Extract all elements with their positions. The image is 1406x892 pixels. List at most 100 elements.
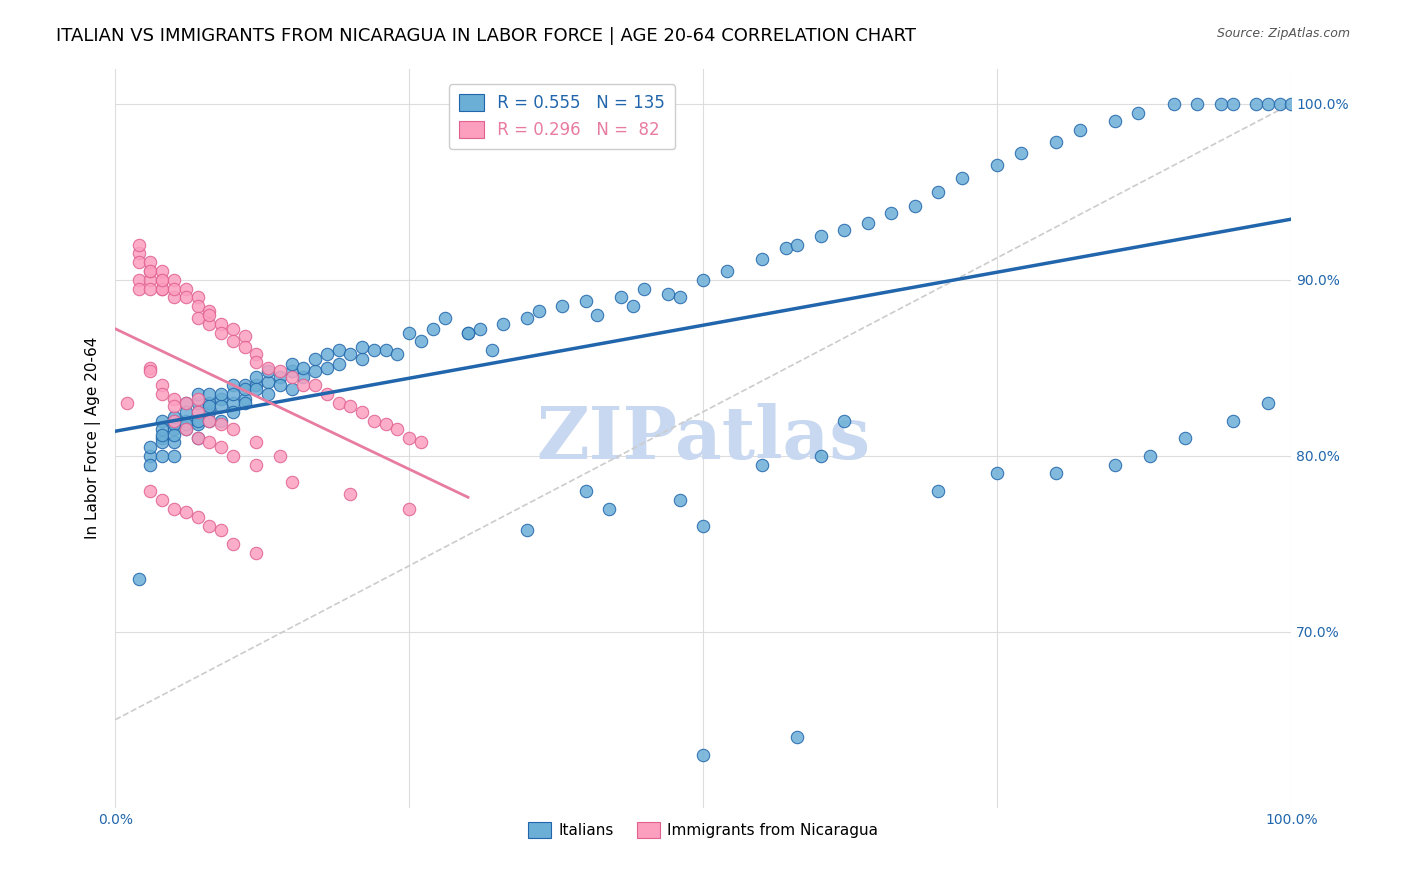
Point bbox=[398, 501, 420, 516]
Point bbox=[1209, 96, 1232, 111]
Point bbox=[280, 475, 302, 490]
Point bbox=[163, 434, 186, 449]
Point bbox=[269, 364, 291, 378]
Point bbox=[1104, 114, 1126, 128]
Point bbox=[352, 340, 374, 354]
Point bbox=[1257, 96, 1279, 111]
Point bbox=[775, 241, 797, 255]
Point bbox=[927, 483, 949, 498]
Point bbox=[575, 293, 598, 308]
Point bbox=[269, 449, 291, 463]
Point bbox=[186, 417, 208, 431]
Point bbox=[245, 346, 267, 360]
Point bbox=[1069, 123, 1091, 137]
Point bbox=[186, 510, 208, 524]
Point bbox=[163, 281, 186, 295]
Point bbox=[174, 505, 197, 519]
Point bbox=[150, 422, 173, 436]
Point bbox=[150, 281, 173, 295]
Point bbox=[150, 378, 173, 392]
Point bbox=[150, 434, 173, 449]
Point bbox=[233, 340, 256, 354]
Point bbox=[621, 299, 644, 313]
Point bbox=[468, 322, 491, 336]
Point bbox=[339, 487, 361, 501]
Point bbox=[174, 281, 197, 295]
Point bbox=[174, 290, 197, 304]
Point bbox=[198, 387, 221, 401]
Point bbox=[222, 422, 245, 436]
Point bbox=[1244, 96, 1267, 111]
Point bbox=[139, 449, 162, 463]
Point bbox=[280, 364, 302, 378]
Point bbox=[174, 405, 197, 419]
Point bbox=[198, 396, 221, 410]
Point bbox=[198, 400, 221, 414]
Point bbox=[150, 387, 173, 401]
Legend: Italians, Immigrants from Nicaragua: Italians, Immigrants from Nicaragua bbox=[522, 816, 884, 845]
Point bbox=[150, 273, 173, 287]
Point bbox=[374, 343, 396, 358]
Text: ZIPatlas: ZIPatlas bbox=[536, 402, 870, 474]
Point bbox=[1045, 136, 1067, 150]
Point bbox=[245, 378, 267, 392]
Point bbox=[1257, 396, 1279, 410]
Point bbox=[139, 264, 162, 278]
Point bbox=[222, 334, 245, 349]
Point bbox=[751, 458, 773, 472]
Point bbox=[1128, 105, 1150, 120]
Point bbox=[150, 281, 173, 295]
Point bbox=[880, 206, 903, 220]
Point bbox=[245, 545, 267, 559]
Point bbox=[198, 413, 221, 427]
Point bbox=[398, 326, 420, 340]
Y-axis label: In Labor Force | Age 20-64: In Labor Force | Age 20-64 bbox=[86, 337, 101, 540]
Point bbox=[128, 255, 150, 269]
Point bbox=[245, 382, 267, 396]
Point bbox=[233, 378, 256, 392]
Point bbox=[150, 449, 173, 463]
Point bbox=[163, 427, 186, 442]
Point bbox=[751, 252, 773, 266]
Point bbox=[692, 519, 714, 533]
Point bbox=[163, 400, 186, 414]
Point bbox=[1010, 146, 1032, 161]
Point bbox=[398, 431, 420, 445]
Point bbox=[139, 364, 162, 378]
Point bbox=[186, 290, 208, 304]
Point bbox=[328, 357, 350, 371]
Point bbox=[174, 422, 197, 436]
Point bbox=[222, 387, 245, 401]
Point bbox=[163, 449, 186, 463]
Point bbox=[198, 405, 221, 419]
Point bbox=[328, 343, 350, 358]
Point bbox=[481, 343, 503, 358]
Point bbox=[163, 413, 186, 427]
Point bbox=[245, 458, 267, 472]
Point bbox=[927, 185, 949, 199]
Point bbox=[150, 413, 173, 427]
Point bbox=[586, 308, 609, 322]
Point bbox=[209, 440, 232, 454]
Point bbox=[198, 317, 221, 331]
Point bbox=[174, 417, 197, 431]
Point bbox=[150, 431, 173, 445]
Point bbox=[339, 346, 361, 360]
Point bbox=[186, 431, 208, 445]
Point bbox=[387, 346, 409, 360]
Point bbox=[834, 413, 856, 427]
Point bbox=[186, 396, 208, 410]
Point bbox=[1104, 458, 1126, 472]
Point bbox=[209, 387, 232, 401]
Point bbox=[186, 413, 208, 427]
Point bbox=[163, 422, 186, 436]
Point bbox=[209, 417, 232, 431]
Point bbox=[1187, 96, 1209, 111]
Point bbox=[186, 405, 208, 419]
Point bbox=[198, 304, 221, 318]
Point bbox=[986, 158, 1008, 172]
Point bbox=[292, 360, 315, 375]
Point bbox=[139, 255, 162, 269]
Point bbox=[257, 375, 280, 389]
Point bbox=[1139, 449, 1161, 463]
